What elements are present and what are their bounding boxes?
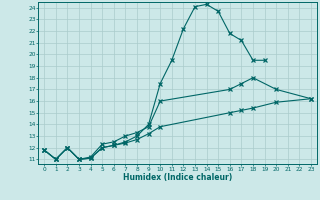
X-axis label: Humidex (Indice chaleur): Humidex (Indice chaleur) [123, 173, 232, 182]
